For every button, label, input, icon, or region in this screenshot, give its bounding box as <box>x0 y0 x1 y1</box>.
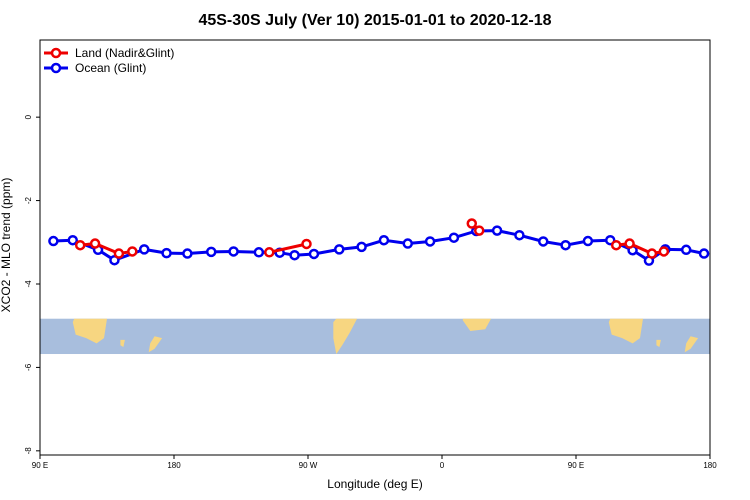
x-tick-label: 180 <box>703 461 717 470</box>
y-tick-label: 0 <box>24 114 33 119</box>
data-point <box>161 247 172 259</box>
data-point <box>624 238 635 249</box>
landmass-shape <box>333 318 358 355</box>
data-point <box>74 239 86 251</box>
data-point <box>698 248 710 259</box>
data-point <box>537 236 549 247</box>
legend-marker-ocean <box>50 62 62 74</box>
data-point <box>253 247 265 258</box>
data-point <box>514 229 525 241</box>
series-ocean <box>48 225 710 266</box>
x-axis: 90 E 180 90 W 0 90 E 180 <box>32 455 717 470</box>
data-point <box>448 232 460 243</box>
data-point <box>205 246 217 258</box>
x-tick-label: 180 <box>167 461 181 470</box>
x-tick-label: 90 W <box>299 461 318 470</box>
data-point <box>308 248 320 260</box>
series-layer <box>48 218 710 266</box>
data-point <box>138 244 150 255</box>
continents <box>72 318 699 355</box>
landmass-shape <box>72 318 107 344</box>
data-point <box>356 241 367 253</box>
data-point <box>48 235 59 247</box>
landmass-shape <box>608 318 643 344</box>
data-point <box>289 249 300 261</box>
landmass-shape <box>656 339 661 347</box>
legend-label-ocean: Ocean (Glint) <box>75 61 146 75</box>
data-point <box>113 248 125 259</box>
data-point <box>658 246 670 257</box>
series-line <box>616 242 665 255</box>
x-tick-label: 90 E <box>32 461 48 470</box>
y-axis-label: XCO2 - MLO trend (ppm) <box>0 178 13 313</box>
plot-frame <box>39 39 711 456</box>
y-tick-label: -8 <box>24 447 33 455</box>
data-point <box>228 246 239 257</box>
data-point <box>473 225 485 236</box>
data-point <box>334 244 345 255</box>
data-point <box>491 225 503 236</box>
landmass-shape <box>120 339 125 347</box>
series-line <box>268 242 307 254</box>
data-point <box>402 238 414 249</box>
legend-item-land: Land (Nadir&Glint) <box>44 46 174 60</box>
series-line <box>80 242 133 255</box>
world-map-strip <box>40 318 710 355</box>
data-point <box>264 247 275 258</box>
y-tick-label: -2 <box>24 196 33 204</box>
landmass-shape <box>148 336 163 353</box>
y-axis: 0 -2 -4 -6 -8 <box>24 114 40 454</box>
legend-item-ocean: Ocean (Glint) <box>44 61 146 75</box>
data-point <box>89 238 101 249</box>
chart-title: 45S-30S July (Ver 10) 2015-01-01 to 2020… <box>198 12 551 29</box>
legend: Land (Nadir&Glint) Ocean (Glint) <box>44 46 174 75</box>
x-tick-label: 0 <box>440 461 445 470</box>
data-point <box>424 236 436 247</box>
landmass-shape <box>684 336 699 353</box>
data-point <box>560 239 571 251</box>
data-point <box>301 238 312 250</box>
y-tick-label: -6 <box>24 363 33 371</box>
data-point <box>582 235 594 247</box>
x-tick-label: 90 E <box>568 461 584 470</box>
data-point <box>127 246 138 257</box>
landmass-shape <box>462 318 492 331</box>
data-point <box>646 248 658 259</box>
data-point <box>182 248 193 259</box>
data-point <box>378 234 390 246</box>
data-point <box>610 239 622 251</box>
y-tick-label: -4 <box>24 280 33 288</box>
series-land <box>74 218 670 259</box>
legend-label-land: Land (Nadir&Glint) <box>75 46 174 60</box>
data-point <box>680 244 692 256</box>
data-point <box>67 234 79 246</box>
x-axis-label: Longitude (deg E) <box>327 477 422 491</box>
series-line <box>53 229 705 263</box>
data-point <box>466 218 478 229</box>
legend-marker-land <box>50 47 62 59</box>
